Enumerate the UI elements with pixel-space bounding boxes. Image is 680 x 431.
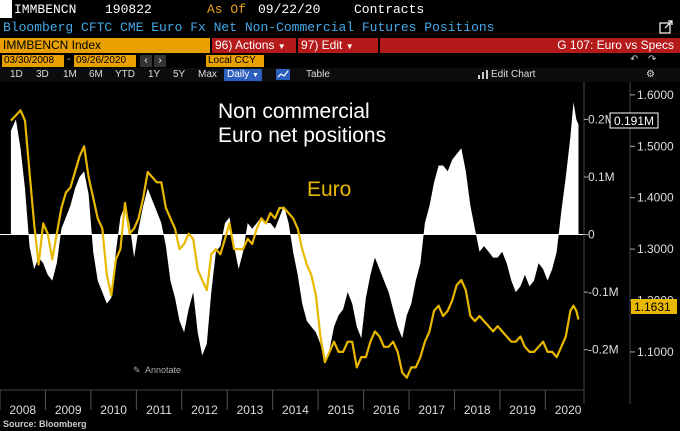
popout-icon[interactable] <box>659 20 674 35</box>
period-1d[interactable]: 1D <box>10 69 23 80</box>
currency-select[interactable]: Local CCY ▼ <box>206 55 264 77</box>
x-axis-ticks: 2008 2009 2010 2011 2012 2013 2014 2015 2016 2017… <box>0 390 582 417</box>
last-value-euro-tag: 1.1631 <box>631 299 677 314</box>
period-toolbar: 1D 3D 1M 6M YTD 1Y 5Y Max Daily ▼ Table … <box>0 68 680 82</box>
security-description: Bloomberg CFTC CME Euro Fx Net Non-Comme… <box>3 20 495 35</box>
x-tick-label: 2018 <box>464 403 491 417</box>
settings-gear-icon[interactable]: ⚙ <box>646 69 655 80</box>
left-tick-label: 0.2M <box>588 112 615 126</box>
last-value-euro-label: 1.1631 <box>634 300 671 314</box>
period-5y[interactable]: 5Y <box>173 69 186 80</box>
edit-chevron-icon: ▼ <box>345 42 354 51</box>
positions-area-series <box>0 102 584 362</box>
bar-chart-icon <box>478 70 488 79</box>
frequency-value: Daily <box>227 69 250 80</box>
frequency-select[interactable]: Daily ▼ <box>224 69 262 81</box>
left-tick-label: 0.1M <box>588 170 615 184</box>
x-tick-label: 2010 <box>100 403 127 417</box>
undo-icon[interactable]: ↶ <box>630 54 639 65</box>
actions-menu[interactable]: 96) Actions ▼ <box>212 38 296 53</box>
annotation-line-1: Non commercial <box>218 100 370 123</box>
right-tick-label: 1.4000 <box>637 191 674 205</box>
date-separator: - <box>67 54 71 65</box>
last-value-position-tag: 0.191M <box>609 112 659 129</box>
x-tick-label: 2012 <box>191 403 218 417</box>
next-arrow-icon[interactable]: › <box>154 55 166 67</box>
source-label: Source: Bloomberg <box>3 419 87 429</box>
period-1m[interactable]: 1M <box>63 69 77 80</box>
euro-annotation: Euro <box>307 178 351 201</box>
start-date-input[interactable]: 03/30/2008 <box>2 55 64 67</box>
right-tick-label: 1.5000 <box>637 139 674 153</box>
right-tick-label: 1.1000 <box>637 345 674 359</box>
edit-label: 97) Edit <box>301 38 343 52</box>
last-value-position-label: 0.191M <box>614 114 654 128</box>
x-tick-label: 2016 <box>373 403 400 417</box>
x-tick-label: 2020 <box>555 403 582 417</box>
chart: 0.2M 0.1M 0 -0.1M -0.2M 1.6000 1.5000 1.4000 1.… <box>0 82 680 431</box>
annotate-label: Annotate <box>145 365 181 375</box>
period-ytd[interactable]: YTD <box>115 69 135 80</box>
frequency-chevron-icon: ▼ <box>252 72 259 79</box>
edit-chart-button[interactable]: Edit Chart <box>491 69 536 80</box>
left-tick-label: -0.2M <box>588 343 619 357</box>
line-chart-icon[interactable] <box>276 69 290 80</box>
period-max[interactable]: Max <box>198 69 217 80</box>
right-tick-label: 1.3000 <box>637 242 674 256</box>
left-axis-ticks: 0.2M 0.1M 0 -0.1M -0.2M <box>584 112 619 357</box>
currency-value: Local CCY <box>208 55 256 66</box>
as-of-label: As Of <box>207 2 247 17</box>
prev-arrow-icon[interactable]: ‹ <box>140 55 152 67</box>
x-tick-label: 2015 <box>328 403 355 417</box>
actions-chevron-icon: ▼ <box>277 42 286 51</box>
annotate-button[interactable]: ✎ Annotate <box>133 365 181 375</box>
title-bar: IMMBENCN 190822 As Of 09/22/20 Contracts <box>0 0 680 19</box>
x-tick-label: 2013 <box>237 403 264 417</box>
actions-label: 96) Actions <box>215 38 275 52</box>
edit-menu[interactable]: 97) Edit ▼ <box>298 38 378 53</box>
table-button[interactable]: Table <box>306 69 330 80</box>
euro-line <box>10 109 580 379</box>
redo-icon[interactable]: ↷ <box>648 54 657 65</box>
period-1y[interactable]: 1Y <box>148 69 161 80</box>
as-of-date: 09/22/20 <box>258 2 321 17</box>
ticker-label: IMMBENCN <box>14 2 77 17</box>
left-tick-label: -0.1M <box>588 285 619 299</box>
x-tick-label: 2011 <box>146 403 172 417</box>
annotation-line-2: Euro net positions <box>218 124 386 147</box>
security-field[interactable]: IMMBENCN Index <box>0 38 210 53</box>
date-range-bar: 03/30/2008 - 09/26/2020 ‹ › Local CCY ▼ … <box>0 54 680 77</box>
left-tick-label: 0 <box>588 228 595 242</box>
units-label: Contracts <box>354 2 425 17</box>
date-code: 190822 <box>105 2 152 17</box>
x-tick-label: 2017 <box>418 403 445 417</box>
annotate-icon: ✎ <box>133 365 141 375</box>
period-6m[interactable]: 6M <box>89 69 103 80</box>
x-tick-label: 2008 <box>9 403 36 417</box>
right-tick-label: 1.6000 <box>637 88 674 102</box>
x-tick-label: 2014 <box>282 403 309 417</box>
positions-area <box>10 102 579 362</box>
euro-line-series <box>10 109 580 379</box>
chart-name: G 107: Euro vs Specs <box>380 38 680 53</box>
period-3d[interactable]: 3D <box>36 69 49 80</box>
end-date-input[interactable]: 09/26/2020 <box>74 55 136 67</box>
description-bar: Bloomberg CFTC CME Euro Fx Net Non-Comme… <box>0 19 680 37</box>
x-tick-label: 2019 <box>509 403 536 417</box>
command-bar: IMMBENCN Index 96) Actions ▼ 97) Edit ▼ … <box>0 37 680 54</box>
x-tick-label: 2009 <box>55 403 82 417</box>
